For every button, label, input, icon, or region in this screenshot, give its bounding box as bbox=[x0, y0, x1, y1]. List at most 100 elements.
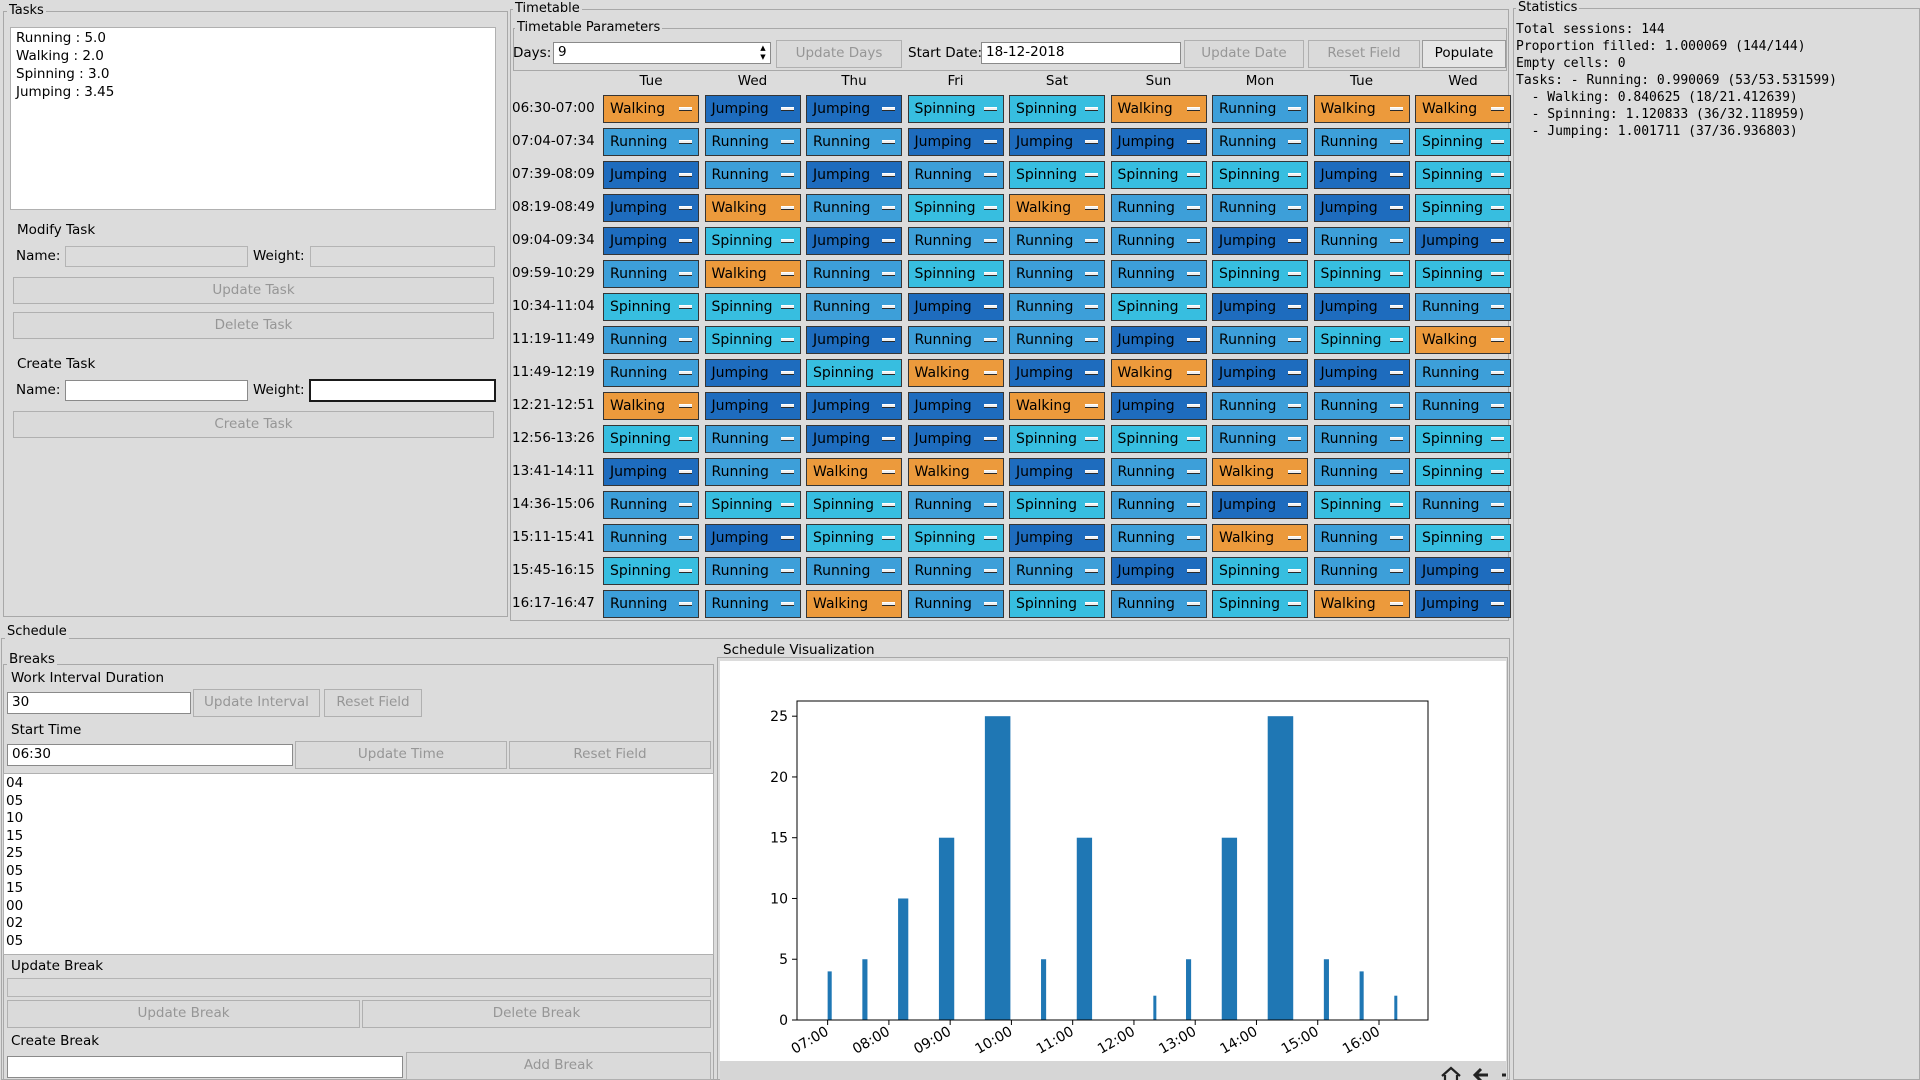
list-item[interactable]: 05 bbox=[6, 932, 24, 949]
modify-weight-field[interactable] bbox=[310, 246, 495, 267]
task-dropdown[interactable]: Jumping bbox=[603, 227, 699, 255]
task-dropdown[interactable]: Walking bbox=[1212, 458, 1308, 486]
task-list[interactable]: Running : 5.0 Walking : 2.0 Spinning : 3… bbox=[10, 27, 496, 210]
update-interval-button[interactable]: Update Interval bbox=[193, 689, 320, 717]
task-dropdown[interactable]: Running bbox=[603, 359, 699, 387]
task-dropdown[interactable]: Running bbox=[1009, 260, 1105, 288]
task-dropdown[interactable]: Spinning bbox=[1009, 491, 1105, 519]
task-dropdown[interactable]: Running bbox=[704, 425, 801, 453]
task-dropdown[interactable]: Running bbox=[1212, 194, 1308, 222]
task-dropdown[interactable]: Spinning bbox=[907, 260, 1004, 288]
task-dropdown[interactable]: Jumping bbox=[603, 458, 699, 486]
task-dropdown[interactable]: Running bbox=[603, 326, 699, 354]
task-dropdown[interactable]: Jumping bbox=[1009, 128, 1105, 156]
update-date-button[interactable]: Update Date bbox=[1184, 40, 1304, 68]
task-dropdown[interactable]: Walking bbox=[1212, 524, 1308, 552]
task-dropdown[interactable]: Spinning bbox=[806, 359, 902, 387]
task-dropdown[interactable]: Jumping bbox=[1415, 557, 1511, 585]
task-dropdown[interactable]: Spinning bbox=[1313, 326, 1410, 354]
task-dropdown[interactable]: Walking bbox=[1110, 95, 1207, 123]
add-break-button[interactable]: Add Break bbox=[406, 1052, 711, 1080]
back-icon[interactable] bbox=[1472, 1067, 1488, 1080]
list-item[interactable]: 15 bbox=[6, 827, 24, 844]
task-dropdown[interactable]: Jumping bbox=[1110, 128, 1207, 156]
create-task-button[interactable]: Create Task bbox=[13, 411, 494, 438]
task-dropdown[interactable]: Spinning bbox=[1313, 260, 1410, 288]
list-item[interactable]: 04 bbox=[6, 775, 24, 791]
task-dropdown[interactable]: Running bbox=[907, 491, 1004, 519]
task-dropdown[interactable]: Spinning bbox=[806, 524, 902, 552]
work-interval-field[interactable]: 30 bbox=[7, 692, 191, 714]
task-dropdown[interactable]: Jumping bbox=[1313, 359, 1410, 387]
task-dropdown[interactable]: Running bbox=[1009, 227, 1105, 255]
task-dropdown[interactable]: Spinning bbox=[1415, 260, 1511, 288]
task-dropdown[interactable]: Spinning bbox=[704, 491, 801, 519]
task-dropdown[interactable]: Jumping bbox=[806, 392, 902, 420]
task-dropdown[interactable]: Running bbox=[907, 326, 1004, 354]
task-dropdown[interactable]: Running bbox=[907, 161, 1004, 189]
task-dropdown[interactable]: Jumping bbox=[907, 293, 1004, 321]
task-dropdown[interactable]: Running bbox=[806, 260, 902, 288]
task-dropdown[interactable]: Jumping bbox=[603, 194, 699, 222]
task-dropdown[interactable]: Spinning bbox=[704, 293, 801, 321]
task-dropdown[interactable]: Running bbox=[1415, 491, 1511, 519]
task-dropdown[interactable]: Spinning bbox=[1415, 194, 1511, 222]
task-dropdown[interactable]: Jumping bbox=[704, 392, 801, 420]
task-dropdown[interactable]: Walking bbox=[1415, 326, 1511, 354]
task-dropdown[interactable]: Walking bbox=[907, 359, 1004, 387]
list-item[interactable]: 10 bbox=[6, 810, 24, 826]
task-dropdown[interactable]: Spinning bbox=[704, 227, 801, 255]
task-dropdown[interactable]: Jumping bbox=[704, 359, 801, 387]
task-dropdown[interactable]: Running bbox=[704, 161, 801, 189]
task-dropdown[interactable]: Spinning bbox=[1110, 425, 1207, 453]
task-dropdown[interactable]: Jumping bbox=[1009, 524, 1105, 552]
task-dropdown[interactable]: Walking bbox=[806, 590, 902, 618]
task-dropdown[interactable]: Running bbox=[907, 557, 1004, 585]
spinbox-arrows-icon[interactable]: ▲ ▼ bbox=[760, 44, 766, 61]
task-dropdown[interactable]: Jumping bbox=[907, 392, 1004, 420]
list-item[interactable]: Jumping : 3.45 bbox=[16, 84, 115, 100]
task-dropdown[interactable]: Running bbox=[1110, 194, 1207, 222]
task-dropdown[interactable]: Jumping bbox=[1415, 590, 1511, 618]
task-dropdown[interactable]: Spinning bbox=[1009, 95, 1105, 123]
task-dropdown[interactable]: Spinning bbox=[1212, 161, 1308, 189]
modify-name-field[interactable] bbox=[65, 246, 248, 267]
populate-button[interactable]: Populate bbox=[1422, 40, 1506, 68]
task-dropdown[interactable]: Running bbox=[704, 458, 801, 486]
task-dropdown[interactable]: Jumping bbox=[1110, 392, 1207, 420]
task-dropdown[interactable]: Spinning bbox=[907, 95, 1004, 123]
task-dropdown[interactable]: Spinning bbox=[1415, 128, 1511, 156]
task-dropdown[interactable]: Running bbox=[1415, 392, 1511, 420]
task-dropdown[interactable]: Jumping bbox=[1212, 227, 1308, 255]
task-dropdown[interactable]: Spinning bbox=[1415, 458, 1511, 486]
task-dropdown[interactable]: Running bbox=[1110, 227, 1207, 255]
task-dropdown[interactable]: Jumping bbox=[1110, 557, 1207, 585]
task-dropdown[interactable]: Running bbox=[1212, 326, 1308, 354]
task-dropdown[interactable]: Walking bbox=[1313, 590, 1410, 618]
list-item[interactable]: 05 bbox=[6, 862, 24, 879]
task-dropdown[interactable]: Spinning bbox=[1212, 260, 1308, 288]
task-dropdown[interactable]: Walking bbox=[1110, 359, 1207, 387]
task-dropdown[interactable]: Walking bbox=[1009, 392, 1105, 420]
task-dropdown[interactable]: Running bbox=[1110, 524, 1207, 552]
update-task-button[interactable]: Update Task bbox=[13, 277, 494, 304]
task-dropdown[interactable]: Jumping bbox=[1212, 359, 1308, 387]
task-dropdown[interactable]: Running bbox=[806, 128, 902, 156]
task-dropdown[interactable]: Walking bbox=[603, 392, 699, 420]
task-dropdown[interactable]: Jumping bbox=[1415, 227, 1511, 255]
list-item[interactable]: Running : 5.0 bbox=[16, 30, 106, 46]
list-item[interactable]: 05 bbox=[6, 792, 24, 809]
task-dropdown[interactable]: Jumping bbox=[1313, 293, 1410, 321]
task-dropdown[interactable]: Jumping bbox=[806, 161, 902, 189]
task-dropdown[interactable]: Running bbox=[603, 128, 699, 156]
task-dropdown[interactable]: Running bbox=[1212, 95, 1308, 123]
task-dropdown[interactable]: Spinning bbox=[907, 524, 1004, 552]
delete-task-button[interactable]: Delete Task bbox=[13, 312, 494, 339]
task-dropdown[interactable]: Jumping bbox=[1313, 161, 1410, 189]
reset-field-button[interactable]: Reset Field bbox=[1308, 40, 1420, 68]
task-dropdown[interactable]: Running bbox=[1212, 392, 1308, 420]
list-item[interactable]: 00 bbox=[6, 897, 24, 914]
task-dropdown[interactable]: Walking bbox=[704, 194, 801, 222]
list-item[interactable]: Spinning : 3.0 bbox=[16, 66, 110, 82]
task-dropdown[interactable]: Spinning bbox=[907, 194, 1004, 222]
